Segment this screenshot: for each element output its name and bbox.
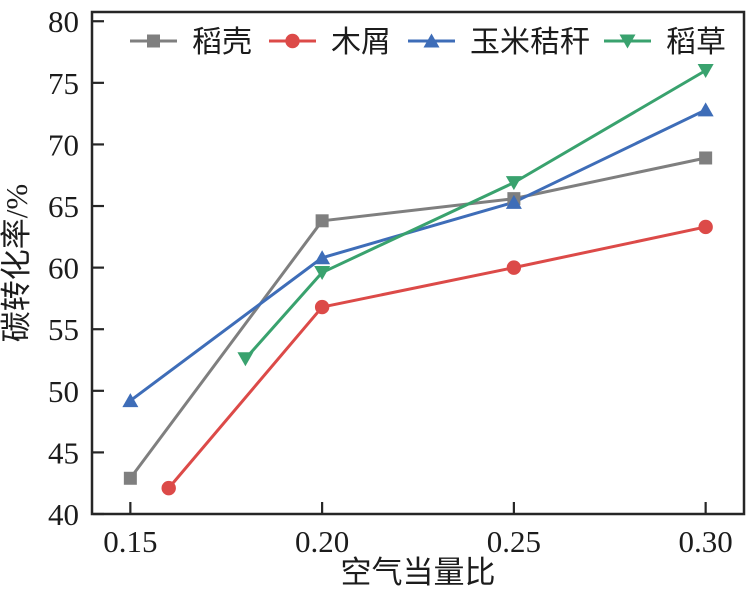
series-marker-wood-chips	[698, 219, 713, 235]
series-marker-corn-stalk	[314, 250, 331, 265]
series-marker-rice-straw	[697, 64, 714, 79]
series-marker-rice-husk	[315, 214, 329, 228]
series-marker-rice-straw	[505, 176, 522, 191]
series-marker-wood-chips	[314, 299, 330, 315]
legend-marker-corn-stalk	[423, 33, 440, 48]
series-marker-corn-stalk	[122, 393, 139, 408]
series-line-wood-chips	[167, 225, 708, 490]
x-tick-label: 0.25	[487, 524, 541, 559]
series-marker-rice-husk	[699, 151, 713, 165]
series-marker-corn-stalk	[505, 194, 522, 209]
y-tick-label: 40	[48, 497, 79, 532]
series-marker-corn-stalk	[697, 102, 714, 117]
y-tick-label: 55	[48, 312, 79, 347]
series-marker-wood-chips	[161, 480, 176, 496]
series-line-corn-stalk	[128, 108, 708, 403]
x-tick-label: 0.30	[679, 524, 733, 559]
series-marker-rice-husk	[123, 471, 137, 485]
series-marker-rice-straw	[314, 266, 331, 281]
legend-marker-rice-straw	[619, 34, 636, 49]
series-line-rice-straw	[243, 69, 708, 361]
legend-label-corn-stalk: 玉米秸秆	[470, 26, 590, 59]
series-marker-wood-chips	[506, 260, 522, 275]
legend-label-rice-straw: 稻草	[666, 26, 726, 59]
y-tick-label: 70	[48, 127, 79, 162]
x-tick-label: 0.15	[103, 524, 157, 559]
x-tick-label: 0.20	[295, 524, 349, 559]
y-tick-label: 50	[48, 374, 79, 409]
plot-frame	[90, 10, 746, 516]
y-tick-label: 65	[48, 189, 79, 224]
x-axis-title: 空气当量比	[341, 555, 496, 590]
y-tick-label: 75	[48, 66, 79, 101]
y-tick-label: 60	[48, 251, 79, 286]
legend-label-rice-husk: 稻壳	[192, 26, 252, 59]
legend-label-wood-chips: 木屑	[331, 26, 391, 59]
y-axis-title: 碳转化率/%	[0, 184, 34, 342]
y-tick-label: 80	[48, 4, 79, 39]
series-line-rice-husk	[128, 156, 708, 480]
series-marker-rice-straw	[237, 352, 254, 367]
legend-marker-rice-husk	[147, 34, 160, 48]
legend-marker-wood-chips	[285, 33, 300, 49]
y-tick-label: 45	[48, 435, 79, 470]
